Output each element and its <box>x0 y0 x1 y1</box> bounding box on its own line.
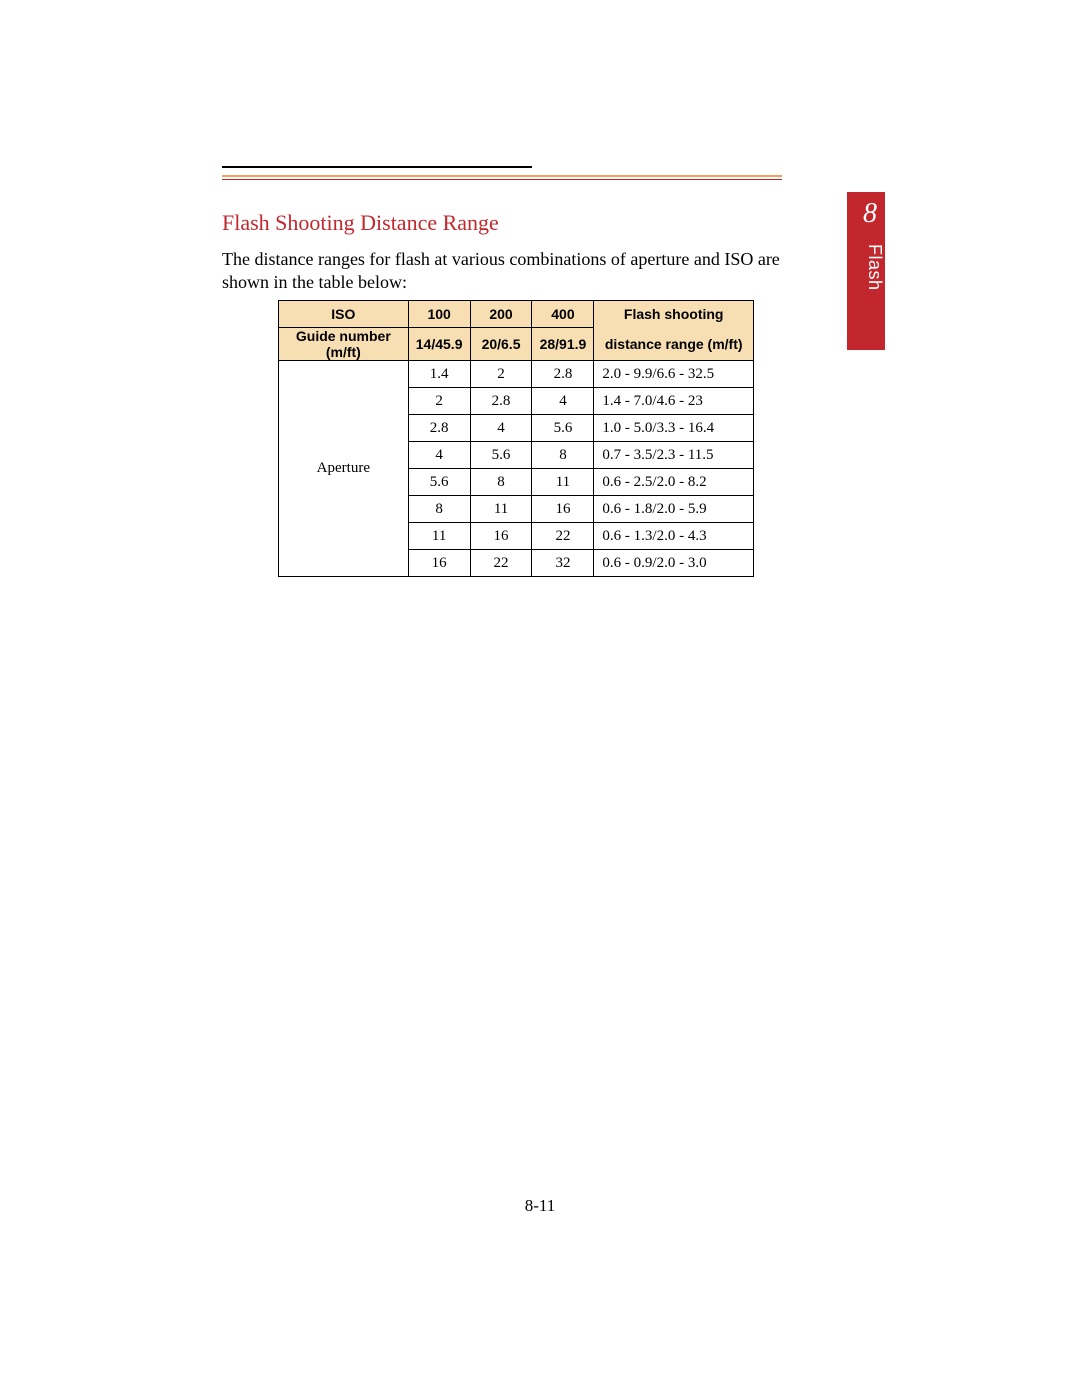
cell-range: 0.6 - 2.5/2.0 - 8.2 <box>594 469 754 496</box>
cell: 2.8 <box>408 415 470 442</box>
divider-red <box>222 179 782 180</box>
table-row: Aperture 1.4 2 2.8 2.0 - 9.9/6.6 - 32.5 <box>279 361 754 388</box>
cell: 2 <box>408 388 470 415</box>
cell-range: 0.6 - 1.3/2.0 - 4.3 <box>594 523 754 550</box>
header-gn-200: 20/6.5 <box>470 328 532 361</box>
cell: 1.4 <box>408 361 470 388</box>
table-header-row-1: ISO 100 200 400 Flash shooting <box>279 301 754 328</box>
cell: 16 <box>408 550 470 577</box>
cell-range: 0.6 - 1.8/2.0 - 5.9 <box>594 496 754 523</box>
flash-range-table-container: ISO 100 200 400 Flash shooting Guide num… <box>278 300 754 577</box>
intro-paragraph: The distance ranges for flash at various… <box>222 248 792 295</box>
header-iso-200: 200 <box>470 301 532 328</box>
cell-range: 0.6 - 0.9/2.0 - 3.0 <box>594 550 754 577</box>
cell: 5.6 <box>470 442 532 469</box>
cell: 5.6 <box>532 415 594 442</box>
cell: 2.8 <box>470 388 532 415</box>
cell: 5.6 <box>408 469 470 496</box>
cell: 16 <box>532 496 594 523</box>
page-number: 8-11 <box>0 1196 1080 1216</box>
cell: 11 <box>408 523 470 550</box>
header-gn-100: 14/45.9 <box>408 328 470 361</box>
header-gn-400: 28/91.9 <box>532 328 594 361</box>
header-range-line2: distance range (m/ft) <box>594 328 754 361</box>
cell: 8 <box>470 469 532 496</box>
header-iso-400: 400 <box>532 301 594 328</box>
divider-black <box>222 166 532 168</box>
cell-range: 2.0 - 9.9/6.6 - 32.5 <box>594 361 754 388</box>
header-iso: ISO <box>279 301 409 328</box>
cell: 22 <box>532 523 594 550</box>
chapter-tab: 8 Flash <box>847 192 885 350</box>
cell: 4 <box>408 442 470 469</box>
cell: 11 <box>470 496 532 523</box>
cell: 8 <box>532 442 594 469</box>
cell: 16 <box>470 523 532 550</box>
cell: 11 <box>532 469 594 496</box>
cell: 4 <box>532 388 594 415</box>
cell: 2.8 <box>532 361 594 388</box>
cell: 4 <box>470 415 532 442</box>
section-title: Flash Shooting Distance Range <box>222 210 499 236</box>
table-header-row-2: Guide number (m/ft) 14/45.9 20/6.5 28/91… <box>279 328 754 361</box>
header-guide-number: Guide number (m/ft) <box>279 328 409 361</box>
chapter-number: 8 <box>863 198 877 230</box>
cell: 22 <box>470 550 532 577</box>
cell: 8 <box>408 496 470 523</box>
header-range-line1: Flash shooting <box>594 301 754 328</box>
flash-range-table: ISO 100 200 400 Flash shooting Guide num… <box>278 300 754 577</box>
divider-orange <box>222 175 782 177</box>
cell: 32 <box>532 550 594 577</box>
cell-range: 1.4 - 7.0/4.6 - 23 <box>594 388 754 415</box>
cell: 2 <box>470 361 532 388</box>
chapter-label: Flash <box>847 244 885 291</box>
cell-range: 0.7 - 3.5/2.3 - 11.5 <box>594 442 754 469</box>
header-iso-100: 100 <box>408 301 470 328</box>
cell-range: 1.0 - 5.0/3.3 - 16.4 <box>594 415 754 442</box>
aperture-row-label: Aperture <box>279 361 409 577</box>
